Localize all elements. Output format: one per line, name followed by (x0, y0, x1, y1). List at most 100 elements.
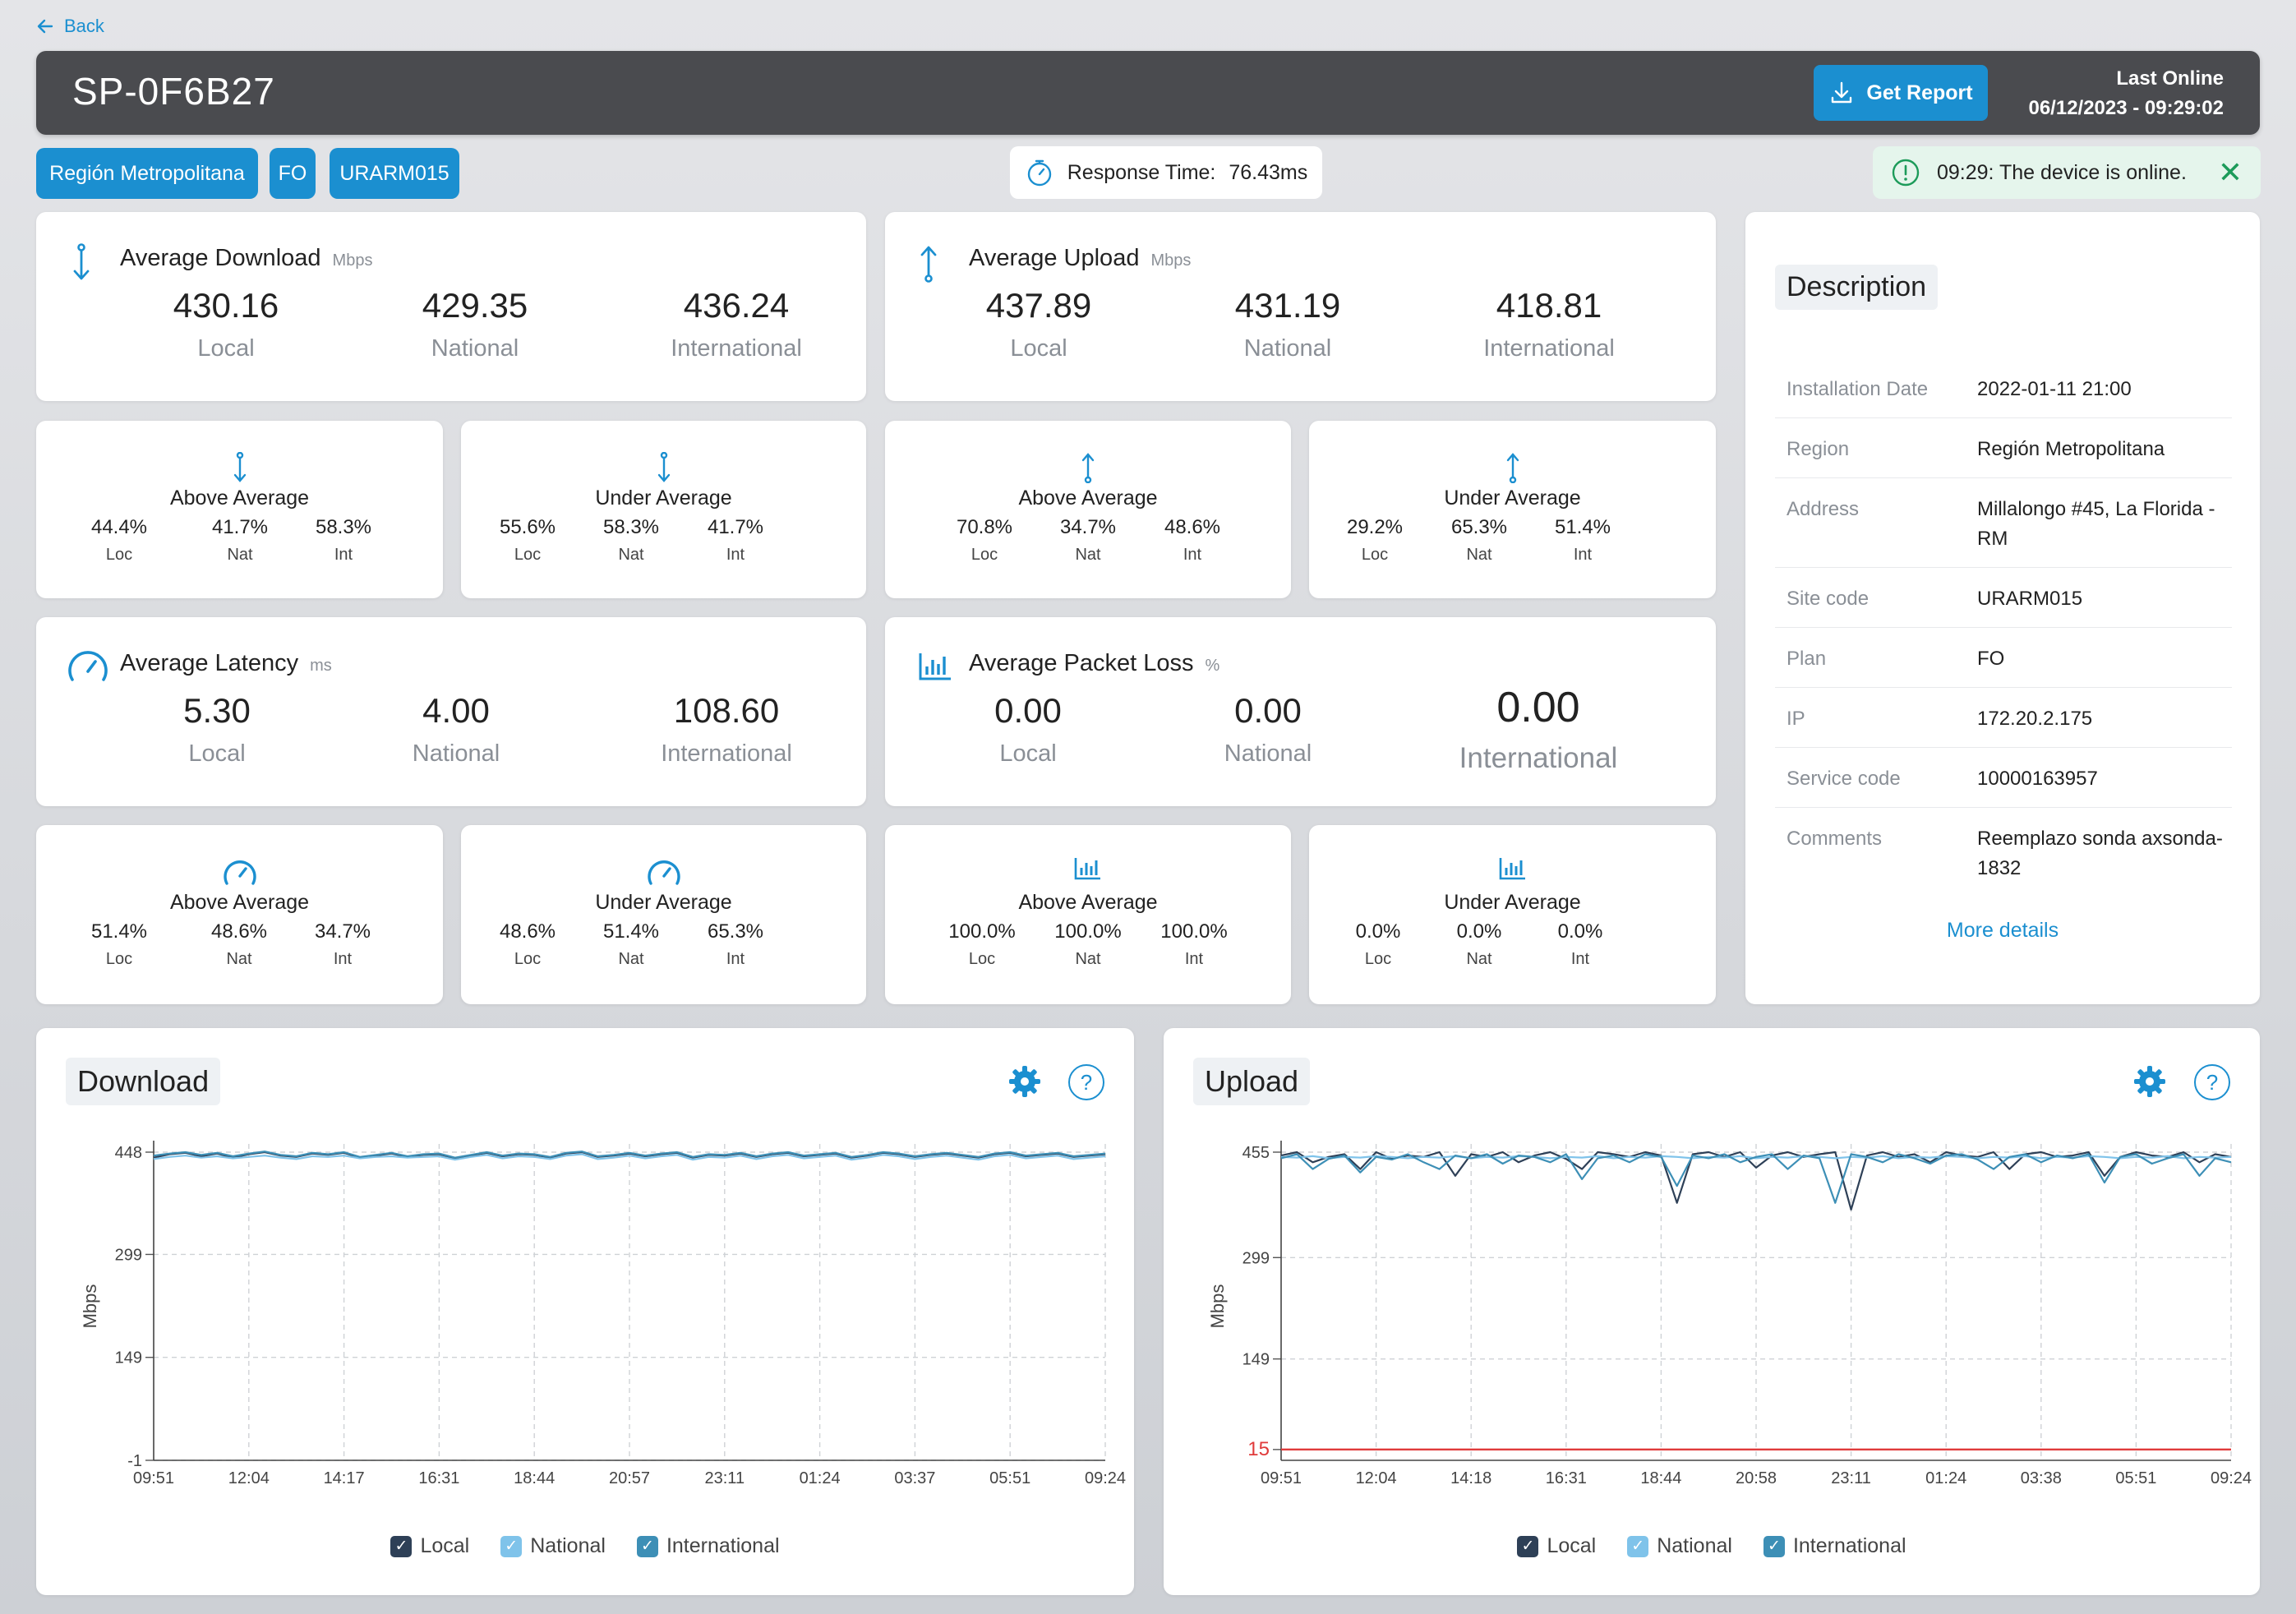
arrow-left-icon (37, 19, 53, 34)
close-icon[interactable]: ✕ (2217, 155, 2243, 189)
legend-national[interactable]: ✓ National (500, 1534, 606, 1558)
metric-unit: ms (310, 657, 332, 675)
y-tick-label: 448 (115, 1144, 142, 1162)
legend-international[interactable]: ✓ International (636, 1534, 780, 1558)
sub-international: 100.0% Int (1160, 920, 1228, 968)
checkbox-icon[interactable]: ✓ (1763, 1535, 1785, 1557)
alert-circle-icon (1892, 159, 1920, 187)
metric-international: 436.24 International (671, 286, 802, 362)
gear-icon[interactable] (2132, 1064, 2167, 1099)
upload-arrow-icon (920, 246, 937, 283)
sub-title: Under Average (595, 487, 732, 510)
y-tick-label: -1 (127, 1452, 142, 1470)
bar-chart-icon (919, 653, 951, 680)
more-details-link[interactable]: More details (1946, 919, 2059, 942)
sub-international: 51.4% Int (1554, 516, 1611, 564)
get-report-button[interactable]: Get Report (1814, 65, 1988, 121)
last-online-value: 06/12/2023 - 09:29:02 (2028, 97, 2224, 119)
sub-international: 41.7% Int (707, 516, 764, 564)
metric-international: 108.60 International (661, 691, 792, 767)
checkbox-icon[interactable]: ✓ (390, 1535, 413, 1557)
sub-local: 51.4% Loc (90, 920, 148, 968)
description-row: Region Región Metropolitana (1775, 423, 2232, 478)
x-tick-label: 16:31 (1546, 1469, 1587, 1487)
description-card: Description Installation Date 2022-01-11 … (1745, 212, 2260, 1004)
sub-national: 0.0% Nat (1456, 920, 1502, 968)
legend-national[interactable]: ✓ National (1627, 1534, 1732, 1558)
x-tick-label: 05:51 (989, 1469, 1030, 1487)
download-icon (1832, 81, 1852, 104)
help-icon[interactable]: ? (1068, 1064, 1104, 1100)
sub-national: 41.7% Nat (211, 516, 269, 564)
upload-arrow-icon (1081, 453, 1095, 483)
speedometer-icon (68, 651, 108, 681)
y-axis-label: Mbps (1207, 1284, 1228, 1329)
plan-chip[interactable]: FO (270, 148, 316, 199)
gear-icon[interactable] (1007, 1064, 1042, 1099)
packet-loss-above-average-card: Above Average 100.0% Loc 100.0% Nat 100.0%… (885, 825, 1291, 1004)
legend-international[interactable]: ✓ International (1763, 1534, 1906, 1558)
chart-legend: ✓ Local ✓ National ✓ International (1164, 1534, 2260, 1558)
legend-local[interactable]: ✓ Local (1517, 1534, 1596, 1558)
chart-title: Download (66, 1058, 221, 1105)
y-axis-label: Mbps (80, 1284, 100, 1329)
response-time-badge: Response Time: 76.43ms (1010, 146, 1322, 199)
sub-international: 0.0% Int (1557, 920, 1603, 968)
sub-national: 51.4% Nat (602, 920, 660, 968)
legend-local[interactable]: ✓ Local (390, 1534, 469, 1558)
description-row: Service code 10000163957 (1775, 753, 2232, 808)
stopwatch-icon (1027, 159, 1051, 187)
sub-international: 65.3% Int (707, 920, 764, 968)
x-tick-label: 16:31 (418, 1469, 459, 1487)
x-tick-label: 01:24 (1925, 1469, 1966, 1487)
region-chip[interactable]: Región Metropolitana (36, 148, 258, 199)
sub-national: 65.3% Nat (1450, 516, 1508, 564)
bar-chart-icon (1499, 858, 1525, 880)
x-tick-label: 20:58 (1736, 1469, 1777, 1487)
x-tick-label: 12:04 (228, 1469, 270, 1487)
sub-international: 58.3% Int (315, 516, 372, 564)
description-row: Address Millalongo #45, La Florida - RM (1775, 483, 2232, 568)
description-row: Plan FO (1775, 633, 2232, 688)
upload-above-average-card: Above Average 70.8% Loc 34.7% Nat 48.6% Int (885, 421, 1291, 598)
download-above-average-card: Above Average 44.4% Loc 41.7% Nat 58.3% Int (36, 421, 443, 598)
metric-unit: Mbps (332, 251, 373, 270)
sub-local: 55.6% Loc (499, 516, 556, 564)
last-online: Last Online 06/12/2023 - 09:29:02 (2028, 64, 2224, 123)
series-line-international (1280, 1153, 2232, 1204)
sub-title: Above Average (1018, 487, 1158, 510)
y-tick-label: 149 (115, 1349, 142, 1367)
site-code-chip[interactable]: URARM015 (330, 148, 459, 199)
checkbox-icon[interactable]: ✓ (1627, 1535, 1649, 1557)
checkbox-icon[interactable]: ✓ (636, 1535, 658, 1557)
upload-arrow-icon (1506, 453, 1519, 483)
x-tick-label: 09:51 (1261, 1469, 1302, 1487)
back-link[interactable]: Back (36, 12, 104, 41)
x-tick-label: 09:51 (133, 1469, 174, 1487)
series-line-international (153, 1151, 1106, 1159)
metric-local: 5.30 Local (183, 691, 251, 767)
description-row: Comments Reemplazo sonda axsonda-1832 (1787, 828, 2223, 879)
help-icon[interactable]: ? (2194, 1064, 2230, 1100)
x-tick-label: 23:11 (705, 1469, 745, 1487)
device-id-title: SP-0F6B27 (72, 70, 275, 113)
sub-national: 58.3% Nat (602, 516, 660, 564)
packet-loss-under-average-card: Under Average 0.0% Loc 0.0% Nat 0.0% Int (1309, 825, 1716, 1004)
sub-international: 48.6% Int (1164, 516, 1221, 564)
x-tick-label: 14:18 (1450, 1469, 1491, 1487)
sub-local: 29.2% Loc (1346, 516, 1404, 564)
checkbox-icon[interactable]: ✓ (500, 1535, 523, 1557)
average-packet-loss-card: Average Packet Loss% 0.00 Local 0.00 Natio… (885, 617, 1716, 806)
x-tick-label: 23:11 (1831, 1469, 1871, 1487)
response-time-value: 76.43ms (1229, 160, 1308, 184)
chart-legend: ✓ Local ✓ National ✓ International (36, 1534, 1134, 1558)
sub-national: 100.0% Nat (1054, 920, 1122, 968)
upload-line-chart: 09:51 12:04 14:18 16:31 18:44 20:58 23:11 01:24… (1207, 1141, 2252, 1487)
checkbox-icon[interactable]: ✓ (1517, 1535, 1539, 1557)
download-arrow-icon (233, 452, 246, 482)
metric-national: 429.35 National (422, 286, 528, 362)
y-tick-label: 15 (1247, 1438, 1270, 1460)
bar-chart-icon (1074, 858, 1100, 880)
y-tick-label: 149 (1243, 1351, 1270, 1369)
x-tick-label: 03:37 (894, 1469, 935, 1487)
